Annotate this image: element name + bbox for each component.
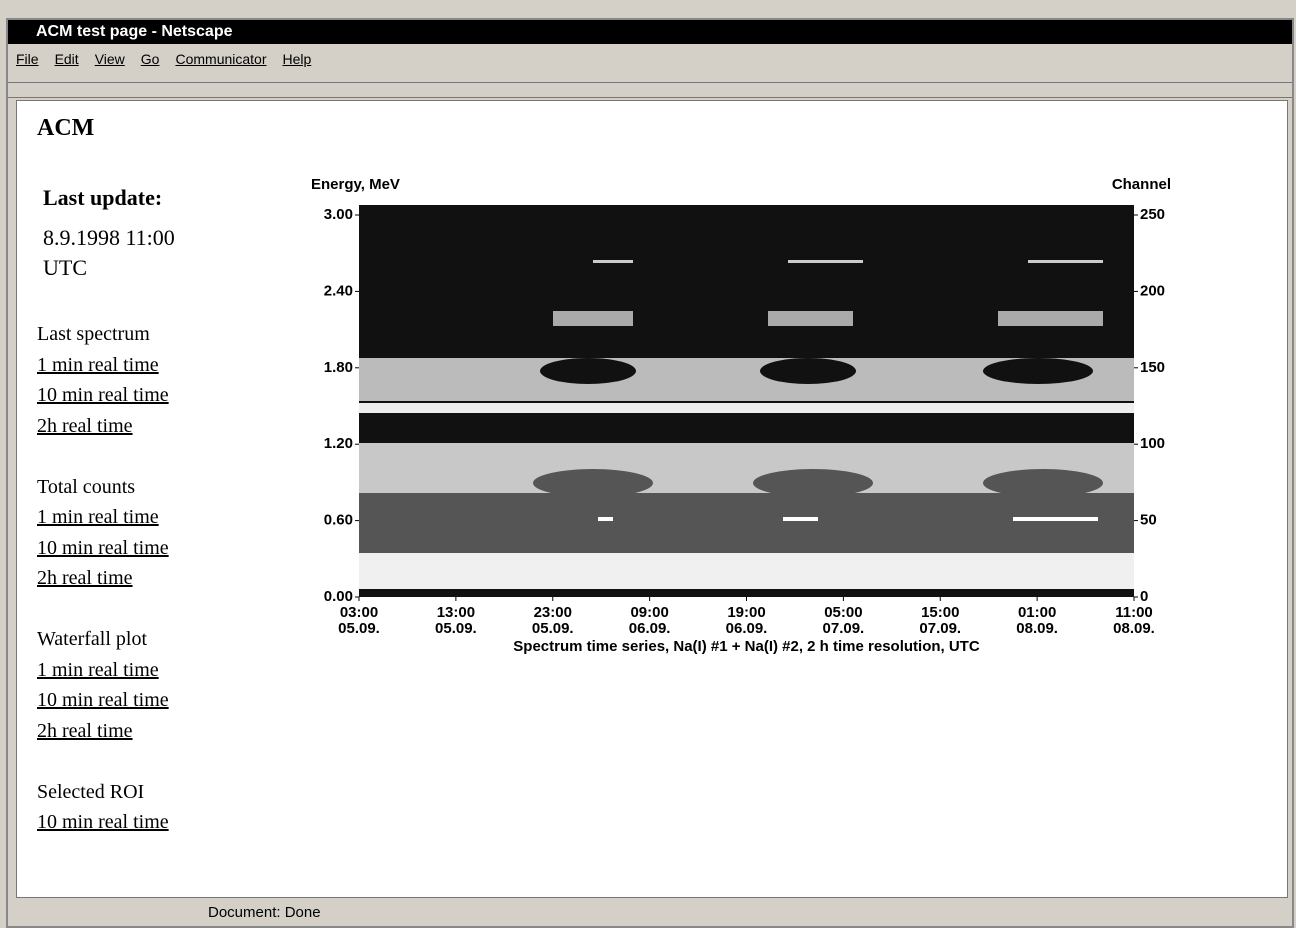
x-tick-time: 09:00: [630, 604, 668, 621]
right-axis-label: Channel: [1112, 176, 1171, 193]
x-tick-time: 13:00: [437, 604, 475, 621]
x-tick-date: 06.09.: [629, 620, 671, 637]
left-tick-label: 0.00: [324, 588, 353, 605]
x-tick-date: 08.09.: [1113, 620, 1155, 637]
left-tick-label: 1.80: [324, 359, 353, 376]
menu-item[interactable]: Communicator: [175, 51, 266, 67]
status-bar: Document: Done: [8, 900, 1292, 926]
x-tick-time: 01:00: [1018, 604, 1056, 621]
plot: Energy, MeV Channel 3.00 2.40 1.80 1.20 0.60 0.…: [17, 101, 1287, 897]
right-tick-label: 150: [1140, 359, 1165, 376]
right-tick-label: 200: [1140, 282, 1165, 299]
menu-item[interactable]: File: [16, 51, 39, 67]
x-tick-time: 11:00: [1115, 604, 1153, 621]
spectrogram: [359, 205, 1134, 597]
plot-caption: Spectrum time series, Na(I) #1 + Na(I) #…: [513, 638, 980, 655]
x-tick-date: 06.09.: [726, 620, 768, 637]
x-tick-date: 07.09.: [919, 620, 961, 637]
x-tick-date: 08.09.: [1016, 620, 1058, 637]
left-tick-label: 1.20: [324, 435, 353, 452]
screen: ACM test page - Netscape File Edit View Go C…: [0, 0, 1296, 927]
title-bar: ACM test page - Netscape: [8, 20, 1292, 44]
menu-item[interactable]: Edit: [55, 51, 79, 67]
x-tick-date: 05.09.: [435, 620, 477, 637]
x-tick-date: 07.09.: [823, 620, 865, 637]
menu-item[interactable]: View: [95, 51, 125, 67]
left-tick-label: 2.40: [324, 282, 353, 299]
left-tick-label: 3.00: [324, 206, 353, 223]
x-tick-time: 03:00: [340, 604, 378, 621]
menu-item[interactable]: Help: [283, 51, 312, 67]
x-tick-time: 23:00: [534, 604, 572, 621]
x-tick-date: 05.09.: [532, 620, 574, 637]
x-tick-time: 15:00: [921, 604, 959, 621]
toolbar: [8, 82, 1292, 98]
menu-bar: File Edit View Go Communicator Help: [8, 46, 319, 72]
status-text: Document: Done: [208, 900, 321, 926]
menu-item[interactable]: Go: [141, 51, 160, 67]
x-tick-time: 19:00: [727, 604, 765, 621]
right-tick-label: 0: [1140, 588, 1148, 605]
browser-window: ACM test page - Netscape File Edit View Go C…: [6, 18, 1294, 928]
right-tick-label: 50: [1140, 512, 1157, 529]
right-tick-label: 250: [1140, 206, 1165, 223]
left-axis-label: Energy, MeV: [311, 176, 400, 193]
left-tick-label: 0.60: [324, 512, 353, 529]
x-tick-date: 05.09.: [338, 620, 380, 637]
right-tick-label: 100: [1140, 435, 1165, 452]
x-tick-time: 05:00: [824, 604, 862, 621]
